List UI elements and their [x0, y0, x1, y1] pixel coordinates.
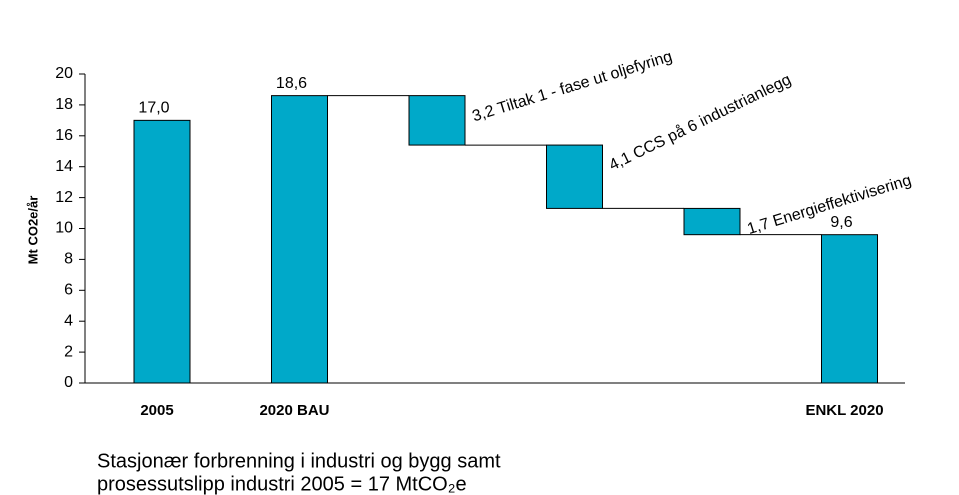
value-label: 9,6	[830, 214, 852, 231]
x-tick-label: ENKL 2020	[805, 402, 883, 419]
bar	[683, 207, 741, 236]
y-tick-label: 14	[55, 158, 73, 175]
y-tick-label: 6	[64, 282, 73, 299]
x-tick-label: 2005	[140, 402, 173, 419]
value-label-number: 4,1	[607, 149, 635, 174]
y-tick-label: 10	[55, 220, 73, 237]
y-tick-label: 18	[55, 96, 73, 113]
bar	[546, 144, 603, 209]
x-tick-label: 2020 BAU	[259, 402, 329, 419]
value-label: 17,0	[138, 100, 169, 117]
y-tick-label: 0	[64, 374, 73, 391]
bar	[408, 95, 466, 146]
value-label: 18,6	[276, 75, 307, 92]
y-tick-label: 8	[64, 251, 73, 268]
y-tick-label: 2	[64, 343, 73, 360]
y-tick-label: 20	[55, 65, 73, 82]
y-tick-label: 4	[64, 312, 73, 329]
bar	[271, 95, 328, 384]
y-tick-label: 12	[55, 189, 73, 206]
value-label-number: 1,7	[745, 215, 771, 238]
caption-line: prosessutslipp industri 2005 = 17 MtCO₂e	[97, 473, 467, 495]
value-label: 3,2 Tiltak 1 - fase ut oljefyring	[470, 48, 674, 125]
bar	[133, 119, 191, 384]
caption-line: Stasjonær forbrenning i industri og bygg…	[97, 450, 501, 472]
step-label: Tiltak 1 - fase ut oljefyring	[496, 48, 675, 117]
bar	[821, 234, 878, 384]
step-label: CCS på 6 industrianlegg	[630, 71, 794, 163]
value-label-number: 3,2	[470, 103, 496, 126]
value-label: 4,1 CCS på 6 industrianlegg	[606, 71, 794, 175]
y-axis-label: Mt CO2e/år	[25, 196, 40, 265]
y-tick-label: 16	[55, 127, 73, 144]
